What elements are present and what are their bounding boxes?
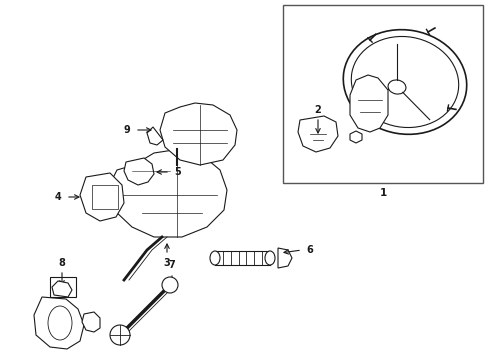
Polygon shape — [80, 173, 124, 221]
Polygon shape — [124, 158, 154, 185]
Polygon shape — [107, 149, 227, 237]
Polygon shape — [350, 75, 388, 132]
Text: 1: 1 — [379, 188, 387, 198]
Ellipse shape — [210, 251, 220, 265]
Polygon shape — [160, 103, 237, 165]
Polygon shape — [350, 131, 362, 143]
Polygon shape — [278, 248, 292, 268]
Polygon shape — [52, 281, 72, 297]
Text: 3: 3 — [164, 258, 171, 268]
Polygon shape — [147, 127, 163, 145]
Text: 9: 9 — [123, 125, 130, 135]
Bar — [92, 185, 118, 209]
Text: 5: 5 — [174, 167, 181, 177]
Text: 4: 4 — [54, 192, 61, 202]
Polygon shape — [298, 116, 338, 152]
Bar — [283, 5, 483, 183]
Ellipse shape — [388, 80, 406, 94]
Circle shape — [110, 325, 130, 345]
Polygon shape — [34, 297, 84, 349]
Bar — [50, 277, 76, 297]
Polygon shape — [82, 312, 100, 332]
Text: 7: 7 — [169, 260, 175, 270]
Ellipse shape — [265, 251, 275, 265]
Circle shape — [162, 277, 178, 293]
Text: 8: 8 — [59, 258, 66, 268]
Text: 2: 2 — [315, 105, 321, 115]
Text: 6: 6 — [307, 245, 314, 255]
